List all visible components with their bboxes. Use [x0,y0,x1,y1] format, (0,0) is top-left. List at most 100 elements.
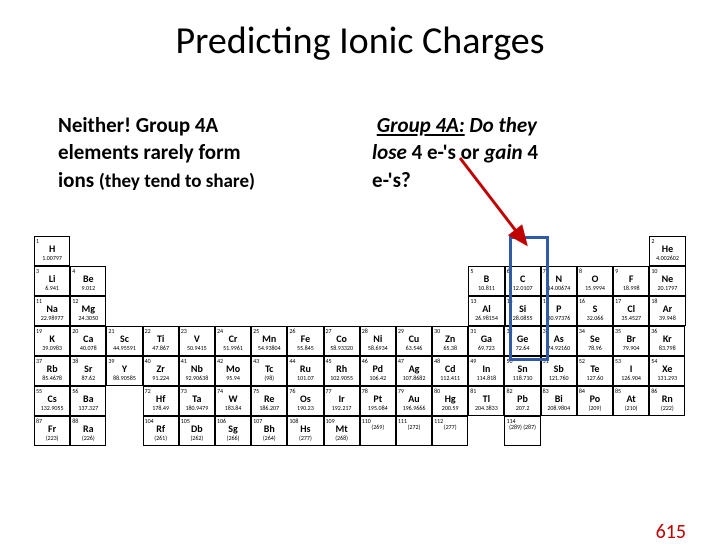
element-cell: 34Se78.96 [577,326,613,356]
element-cell: 51Sb121.760 [541,356,577,386]
periodic-table: 1H1.00797 2He4.002602 3Li6.9414Be9.012 5B10… [34,236,686,446]
element-cell: 3Li6.941 [34,266,70,296]
element-cell: 42Mo95.94 [215,356,251,386]
r2c: gain [484,139,522,165]
element-cell: 79Au196.9666 [396,386,432,416]
l2: elements rarely form [58,139,241,165]
element-cell: 38Sr87.62 [70,356,106,386]
element-cell: 35Br79.904 [613,326,649,356]
element-cell: 13Al26.98154 [468,296,504,326]
element-cell: 81Tl204.3833 [468,386,504,416]
element-cell: 16S32.066 [577,296,613,326]
element-cell: 24Cr51.9961 [215,326,251,356]
element-cell: 74W183.84 [215,386,251,416]
element-cell: 76Os190.23 [287,386,323,416]
element-cell [106,386,142,416]
element-cell: 22Ti47.867 [143,326,179,356]
element-cell: 11Na22.98977 [34,296,70,326]
element-cell: 40Zr91.224 [143,356,179,386]
element-cell: 108Hs(277) [287,416,323,446]
element-cell: 2He4.002602 [649,236,685,266]
element-cell: 109Mt(268) [324,416,360,446]
element-cell: 83Bi208.9804 [541,386,577,416]
slide-title: Predicting Ionic Charges [0,18,720,64]
element-cell: 55Cs132.9055 [34,386,70,416]
element-cell: 18Ar39.948 [649,296,685,326]
element-cell: 84Po(209) [577,386,613,416]
element-cell: 107Bh(264) [251,416,287,446]
element-cell: 104Rf(261) [143,416,179,446]
element-cell: 53I126.904 [613,356,649,386]
element-cell: 52Te127.60 [577,356,613,386]
l3a: ions [58,167,99,193]
element-cell: 44Ru101.07 [287,356,323,386]
element-cell: 41Nb92.90638 [179,356,215,386]
element-cell: 1H1.00797 [34,236,70,266]
element-cell: 31Ga69.723 [468,326,504,356]
element-cell: 46Pd106.42 [360,356,396,386]
element-cell: 88Ra(226) [70,416,106,446]
element-cell: 9F18.998 [613,266,649,296]
l1: Neither! Group 4A [58,112,218,138]
element-cell: 36Kr83.798 [649,326,685,356]
r2a: lose [372,139,407,165]
element-cell: 112(277) [432,416,468,446]
r-underline: Group 4A: [377,112,465,138]
element-cell: 105Db(262) [179,416,215,446]
r3: e-'s? [372,167,411,193]
element-cell: 43Tc(98) [251,356,287,386]
element-cell: 37Rb85.4678 [34,356,70,386]
element-cell: 25Mn54.93804 [251,326,287,356]
right-text-block: Group 4A: Do they lose 4 e-'s or gain 4 … [372,112,672,194]
element-cell: 5B10.811 [468,266,504,296]
element-cell: 12Mg24.3050 [70,296,106,326]
element-cell: 15P30.97376 [541,296,577,326]
element-cell: 87Fr(223) [34,416,70,446]
element-cell: 17Cl35.4527 [613,296,649,326]
element-cell: 77Ir192.217 [324,386,360,416]
element-cell: 27Co58.93320 [324,326,360,356]
element-cell [468,416,504,446]
element-cell: 72Hf178.49 [143,386,179,416]
element-cell: 10Ne20.1797 [649,266,685,296]
element-cell: 78Pt195.084 [360,386,396,416]
element-cell: 54Xe131.293 [649,356,685,386]
element-cell: 6C12.0107 [505,266,541,296]
element-cell: 48Cd112.411 [432,356,468,386]
element-cell: 39Y88.90585 [106,356,142,386]
element-cell: 85At(210) [613,386,649,416]
element-cell: 8O15.9994 [577,266,613,296]
element-cell: 82Pb207.2 [504,386,540,416]
r2b: 4 e-'s or [407,139,484,165]
left-text-block: Neither! Group 4A elements rarely form i… [58,112,348,194]
page-number: 615 [656,520,686,544]
r1: Do they [465,112,537,138]
element-cell: 47Ag107.8682 [396,356,432,386]
element-cell: 21Sc44.95591 [106,326,142,356]
element-cell: 23V50.9415 [179,326,215,356]
element-cell: 19K39.0983 [34,326,70,356]
element-cell: 28Ni58.6934 [360,326,396,356]
element-cell: 29Cu63.546 [396,326,432,356]
element-cell [106,416,142,446]
element-cell: 56Ba137.327 [70,386,106,416]
element-cell: 75Re186.207 [251,386,287,416]
element-cell: 30Zn65.38 [432,326,468,356]
element-cell: 50Sn118.710 [504,356,540,386]
element-cell: 110(269) [360,416,396,446]
element-cell: 4Be9.012 [70,266,106,296]
element-cell: 45Rh102.9055 [324,356,360,386]
l3b: (they tend to share) [99,170,255,193]
element-cell: 114(289) (287) [504,416,540,446]
r2d: 4 [523,139,538,165]
element-cell: 86Rn(222) [649,386,685,416]
element-cell: 7N14.00674 [541,266,577,296]
element-cell: 73Ta180.9479 [179,386,215,416]
element-cell: 49In114.818 [468,356,504,386]
element-cell: 32Ge72.64 [504,326,540,356]
element-cell: 80Hg200.59 [432,386,468,416]
element-cell: 33As74.92160 [541,326,577,356]
element-cell: 106Sg(266) [215,416,251,446]
element-cell: 111(272) [396,416,432,446]
element-cell: 20Ca40.078 [70,326,106,356]
